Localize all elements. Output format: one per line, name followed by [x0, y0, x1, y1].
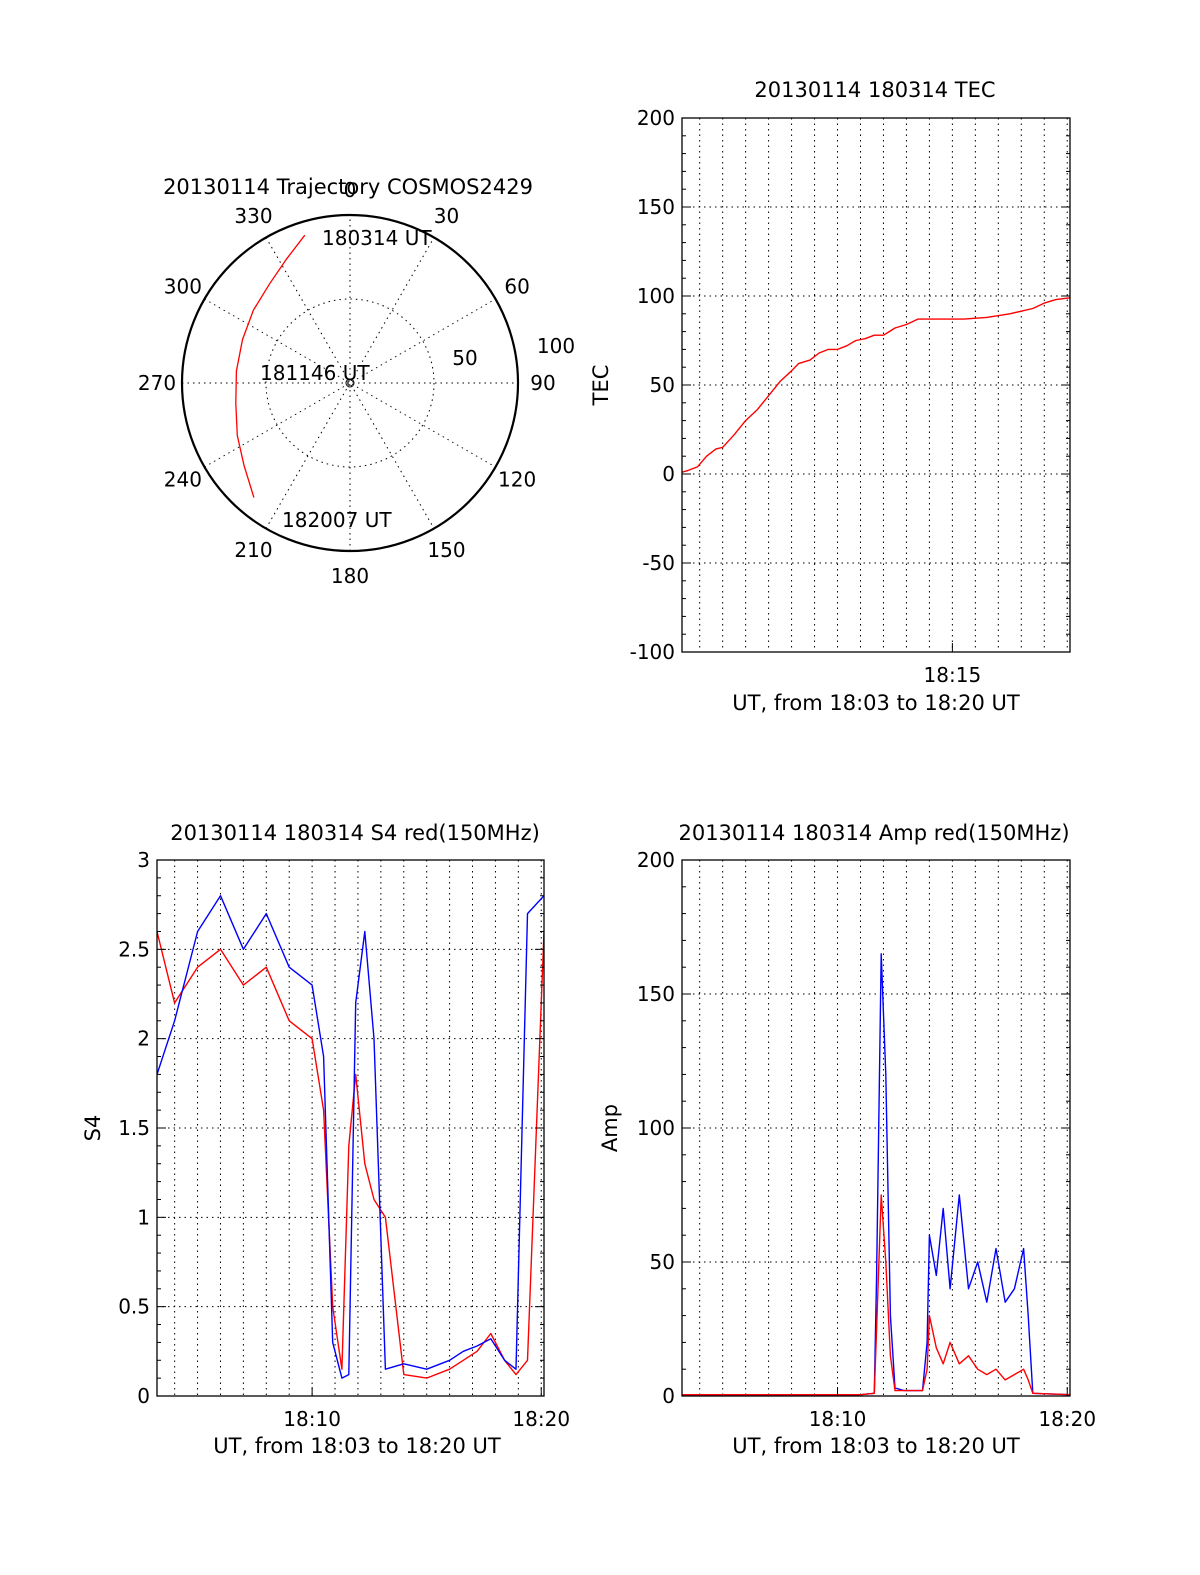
polar-outer-ring: [180, 213, 520, 553]
amp-series: [682, 953, 1070, 1396]
annotation-end-time: 182007 UT: [282, 508, 392, 532]
azimuth-label-330: 330: [234, 204, 272, 228]
tec-series-line-0: [682, 297, 1070, 473]
amp-ylabel: Amp: [598, 1104, 622, 1152]
amp-ytick-label: 150: [637, 982, 675, 1006]
polar-spoke-150: [265, 237, 435, 529]
azimuth-label-270: 270: [138, 371, 176, 395]
amp-series-line-1: [682, 1194, 1070, 1396]
s4-xtick-label: 18:20: [512, 1407, 570, 1431]
tec-xtick-label: 18:15: [924, 663, 982, 687]
amp-xtick-label: 18:10: [809, 1407, 867, 1431]
amp-ytick-label: 50: [650, 1250, 675, 1274]
azimuth-label-180: 180: [331, 564, 369, 588]
azimuth-label-240: 240: [164, 468, 202, 492]
polar-inner-ring: [265, 298, 435, 468]
azimuth-labels: 0 30 60 90 120 150 180 210 240 270 300 330: [138, 178, 556, 588]
amp-tick-labels: 200 150 100 50 0 18:10 18:20: [637, 848, 1096, 1431]
polar-spoke-30: [265, 237, 435, 529]
polar-grid: [182, 215, 518, 551]
amp-title: 20130114 180314 Amp red(150MHz): [678, 821, 1069, 845]
tec-ytick-label: 50: [650, 373, 675, 397]
annotation-mid-time: 181146 UT: [260, 361, 370, 385]
s4-series-line-0: [157, 931, 544, 1379]
tec-xlabel: UT, from 18:03 to 18:20 UT: [732, 691, 1020, 715]
tec-ytick-label: -100: [630, 640, 675, 664]
s4-ytick-label: 2.5: [118, 937, 150, 961]
polar-spoke-60: [204, 298, 496, 468]
s4-ytick-label: 0: [137, 1384, 150, 1408]
s4-series: [157, 895, 544, 1379]
s4-ytick-label: 0.5: [118, 1295, 150, 1319]
s4-tick-labels: 3 2.5 2 1.5 1 0.5 0 18:10 18:20: [118, 848, 570, 1431]
amp-grid: [682, 859, 1070, 1397]
tec-panel: 20130114 180314 TEC 200 150 100 50 0 -50 -100 1…: [589, 78, 1071, 715]
s4-ytick-label: 2: [137, 1027, 150, 1051]
amp-ytick-label: 200: [637, 848, 675, 872]
tec-ytick-label: 0: [662, 462, 675, 486]
s4-panel: 20130114 180314 S4 red(150MHz) 3 2.5 2 1.5 1…: [81, 821, 570, 1458]
amp-ytick-label: 0: [662, 1384, 675, 1408]
amp-xlabel: UT, from 18:03 to 18:20 UT: [732, 1434, 1020, 1458]
radial-label-100: 100: [537, 334, 575, 358]
amp-panel: 20130114 180314 Amp red(150MHz) 200 150 10…: [598, 821, 1096, 1458]
s4-ytick-label: 1.5: [118, 1116, 150, 1140]
annotation-start-time: 180314 UT: [322, 226, 432, 250]
amp-xtick-label: 18:20: [1038, 1407, 1096, 1431]
tec-title: 20130114 180314 TEC: [754, 78, 995, 102]
azimuth-label-60: 60: [504, 275, 529, 299]
amp-ytick-label: 100: [637, 1116, 675, 1140]
s4-ytick-label: 1: [137, 1205, 150, 1229]
trajectory-series: [235, 234, 355, 498]
polar-spoke-120: [204, 298, 496, 468]
tec-ytick-label: 150: [637, 195, 675, 219]
trajectory-panel: 20130114 Trajectory COSMOS2429 0 30 60 90 12…: [138, 175, 575, 588]
tec-ytick-label: -50: [642, 551, 675, 575]
azimuth-label-120: 120: [498, 468, 536, 492]
s4-ytick-label: 3: [137, 848, 150, 872]
azimuth-label-150: 150: [427, 538, 465, 562]
radial-label-50: 50: [452, 346, 477, 370]
tec-grid: [682, 117, 1070, 653]
polar-center-marker: [345, 378, 355, 388]
s4-series-line-1: [157, 895, 544, 1379]
azimuth-label-300: 300: [164, 275, 202, 299]
trajectory-title: 20130114 Trajectory COSMOS2429: [163, 175, 533, 199]
azimuth-label-0: 0: [344, 178, 357, 202]
s4-xtick-label: 18:10: [283, 1407, 341, 1431]
trajectory-line-0: [235, 234, 306, 498]
azimuth-label-30: 30: [434, 204, 459, 228]
azimuth-label-90: 90: [530, 371, 555, 395]
tec-tick-labels: 200 150 100 50 0 -50 -100 18:15: [630, 106, 1070, 687]
s4-title: 20130114 180314 S4 red(150MHz): [170, 821, 540, 845]
tec-series: [682, 297, 1070, 473]
tec-ytick-label: 200: [637, 106, 675, 130]
s4-ylabel: S4: [81, 1115, 105, 1142]
azimuth-label-210: 210: [234, 538, 272, 562]
s4-xlabel: UT, from 18:03 to 18:20 UT: [213, 1434, 501, 1458]
tec-ytick-label: 100: [637, 284, 675, 308]
tec-ylabel: TEC: [589, 365, 613, 407]
